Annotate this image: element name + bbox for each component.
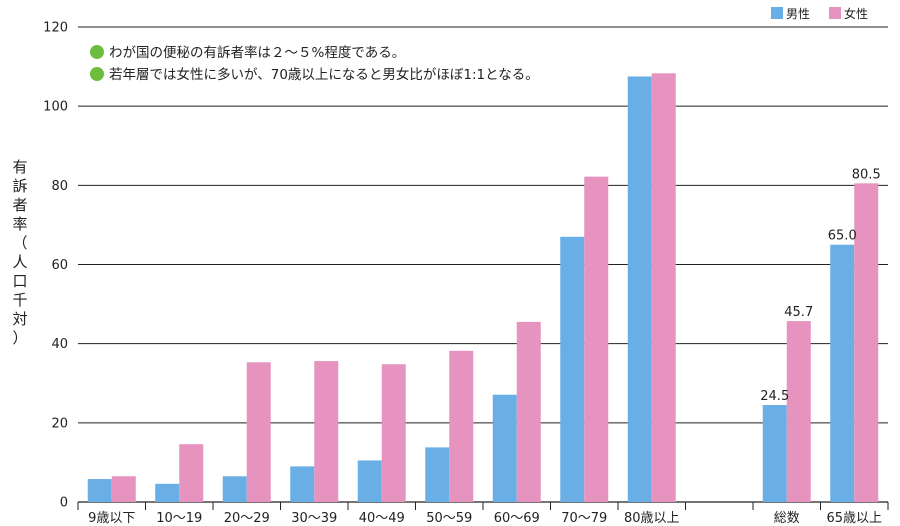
- bar-female: [314, 361, 339, 502]
- x-tick-label: 80歳以上: [624, 511, 680, 526]
- x-tick-label: 20～29: [224, 511, 270, 526]
- legend-swatch: [771, 7, 783, 19]
- annotation-text: わが国の便秘の有訴者率は２～５%程度である。: [109, 44, 405, 61]
- bar-female: [449, 350, 474, 502]
- bar-female: [381, 364, 406, 502]
- x-tick-label: 10～19: [156, 511, 202, 526]
- bar-female: [584, 176, 609, 502]
- y-tick-label: 60: [51, 258, 68, 273]
- data-label: 65.0: [828, 229, 857, 244]
- x-tick-label: 70～79: [561, 511, 607, 526]
- bar-male: [357, 460, 382, 502]
- legend-label: 男性: [786, 7, 810, 21]
- y-tick-label: 0: [60, 496, 68, 511]
- bullet-icon: [90, 67, 104, 81]
- bar-female: [786, 321, 811, 502]
- bar-female: [854, 183, 879, 502]
- y-axis-label-char: 口: [12, 272, 27, 290]
- y-axis-label-char: （: [12, 234, 27, 252]
- annotation-box: [84, 38, 620, 88]
- y-tick-label: 120: [43, 21, 68, 36]
- bar-male: [87, 479, 112, 502]
- data-label: 45.7: [784, 305, 813, 320]
- y-axis-label-char: 千: [12, 291, 27, 309]
- bullet-icon: [90, 45, 104, 59]
- data-label: 24.5: [760, 389, 789, 404]
- y-tick-label: 100: [43, 100, 68, 115]
- bar-male: [762, 405, 787, 502]
- x-tick-label: 30～39: [291, 511, 337, 526]
- y-axis-label-char: ）: [12, 329, 27, 347]
- bar-female: [179, 444, 204, 502]
- y-axis-label-char: 有: [12, 158, 27, 176]
- x-tick-label: 40～49: [359, 511, 405, 526]
- bar-male: [222, 476, 247, 502]
- bar-female: [516, 321, 541, 502]
- y-tick-label: 80: [51, 179, 68, 194]
- bar-male: [627, 76, 652, 503]
- y-tick-label: 40: [51, 337, 68, 352]
- y-axis-label-char: 訴: [12, 177, 27, 195]
- annotation-text: 若年層では女性に多いが、70歳以上になると男女比がほぼ1:1となる。: [109, 66, 539, 83]
- bar-male: [425, 447, 450, 502]
- bar-male: [830, 244, 855, 503]
- bar-female: [651, 73, 676, 502]
- bar-male: [290, 466, 315, 502]
- y-axis-label-char: 人: [12, 253, 27, 271]
- data-label: 80.5: [852, 167, 881, 182]
- x-tick-label: 9歳以下: [88, 511, 135, 526]
- y-tick-label: 20: [51, 416, 68, 431]
- y-axis-label-char: 対: [12, 310, 27, 328]
- legend-label: 女性: [844, 6, 868, 21]
- x-tick-label: 総数: [774, 511, 800, 526]
- x-tick-label: 65歳以上: [826, 511, 882, 526]
- bar-male: [155, 483, 180, 502]
- bar-male: [492, 394, 517, 502]
- bar-female: [246, 362, 271, 502]
- y-axis-label-char: 者: [12, 196, 27, 214]
- bar-female: [111, 476, 136, 502]
- y-axis-label-char: 率: [12, 215, 27, 233]
- x-tick-label: 60～69: [494, 511, 540, 526]
- bar-male: [560, 236, 585, 502]
- legend-swatch: [829, 7, 841, 19]
- x-tick-label: 50～59: [426, 511, 472, 526]
